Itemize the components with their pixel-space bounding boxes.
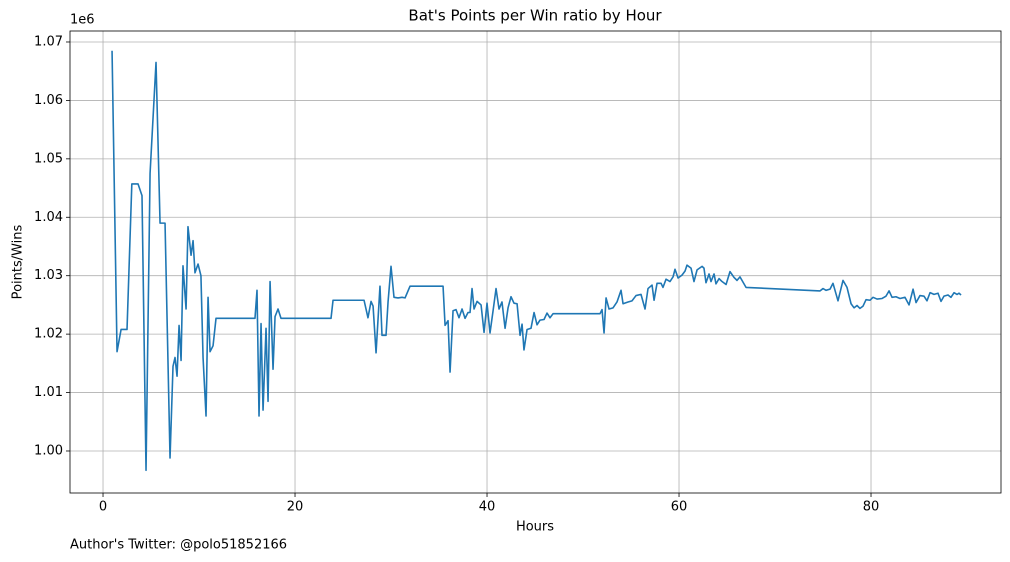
y-tick-label: 1.02: [34, 327, 63, 342]
footer: Author's Twitter: @polo51852166: [70, 538, 287, 553]
x-tick-label: 80: [863, 500, 880, 515]
y-offset-label: 1e6: [70, 13, 95, 28]
y-axis-label: Points/Wins: [11, 224, 26, 299]
y-tick-label: 1.04: [34, 210, 63, 225]
chart-title: Bat's Points per Win ratio by Hour: [408, 7, 662, 25]
x-tick-label: 60: [671, 500, 688, 515]
x-tick-label: 0: [99, 500, 107, 515]
y-tick-label: 1.05: [34, 151, 63, 166]
y-tick-label: 1.00: [34, 443, 63, 458]
y-tick-label: 1.03: [34, 268, 63, 283]
x-tick-label: 20: [287, 500, 304, 515]
y-tick-label: 1.06: [34, 93, 63, 108]
y-tick-label: 1.01: [34, 385, 63, 400]
data-line: [111, 50, 962, 472]
x-axis-label: Hours: [516, 520, 554, 535]
y-tick-label: 1.07: [34, 34, 63, 49]
plot-frame: [69, 30, 1002, 494]
x-tick-label: 40: [479, 500, 496, 515]
